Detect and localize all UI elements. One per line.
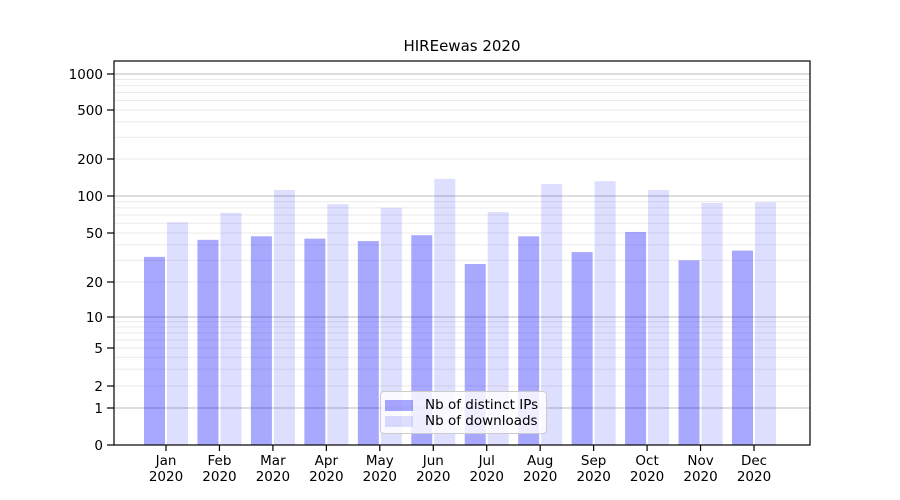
y-tick-label: 20 xyxy=(86,275,103,291)
y-tick-label: 5 xyxy=(94,341,103,357)
bar-distinct-ips xyxy=(625,231,647,445)
bar-downloads xyxy=(434,178,456,445)
y-tick-label: 200 xyxy=(77,152,103,168)
legend-label-downloads: Nb of downloads xyxy=(425,413,538,429)
y-tick-label: 2 xyxy=(94,379,103,395)
legend-row-downloads: Nb of downloads xyxy=(385,413,538,429)
x-tick-label: Mar 2020 xyxy=(256,453,290,485)
bar-downloads xyxy=(541,184,563,445)
bar-downloads xyxy=(220,212,242,445)
bar-distinct-ips xyxy=(571,252,593,445)
bar-downloads xyxy=(380,207,402,445)
bar-distinct-ips xyxy=(304,238,326,445)
chart-title: HIREewas 2020 xyxy=(403,37,521,55)
x-tick-label: May 2020 xyxy=(363,453,397,485)
bar-distinct-ips xyxy=(357,241,379,445)
x-tick-label: Oct 2020 xyxy=(630,453,664,485)
bar-downloads xyxy=(327,204,349,445)
y-tick-label: 50 xyxy=(86,226,103,242)
x-tick-label: Dec 2020 xyxy=(737,453,771,485)
y-tick-label: 500 xyxy=(77,103,103,119)
bar-distinct-ips xyxy=(197,239,219,445)
bar-downloads xyxy=(701,202,723,445)
bar-downloads xyxy=(167,222,188,445)
legend-label-distinct-ips: Nb of distinct IPs xyxy=(425,397,539,413)
axes-frame xyxy=(113,60,811,446)
y-tick-label: 0 xyxy=(94,438,103,454)
legend-swatch-distinct-ips xyxy=(385,399,413,411)
bar-downloads xyxy=(648,189,670,445)
x-tick-label: Apr 2020 xyxy=(309,453,343,485)
x-tick-label: Feb 2020 xyxy=(202,453,236,485)
x-tick-label: Nov 2020 xyxy=(683,453,717,485)
bar-downloads xyxy=(487,212,509,445)
bar-downloads xyxy=(594,181,616,445)
x-tick-label: Jan 2020 xyxy=(149,453,183,485)
x-tick-label: Aug 2020 xyxy=(523,453,557,485)
x-tick-label: Jul 2020 xyxy=(470,453,504,485)
bar-distinct-ips xyxy=(732,250,753,445)
bar-downloads xyxy=(273,189,295,445)
legend-swatch-downloads xyxy=(385,415,413,427)
bar-downloads xyxy=(755,202,776,445)
x-tick-label: Sep 2020 xyxy=(576,453,610,485)
bar-distinct-ips xyxy=(250,236,272,445)
y-tick-label: 1 xyxy=(94,401,103,417)
y-tick-label: 10 xyxy=(86,310,103,326)
x-tick-label: Jun 2020 xyxy=(416,453,450,485)
legend: Nb of distinct IPs Nb of downloads xyxy=(380,391,547,434)
y-tick-label: 100 xyxy=(77,189,103,205)
y-tick-label: 1000 xyxy=(69,67,103,83)
bar-distinct-ips xyxy=(678,260,700,445)
bar-distinct-ips xyxy=(144,256,165,445)
legend-row-distinct-ips: Nb of distinct IPs xyxy=(385,397,538,413)
